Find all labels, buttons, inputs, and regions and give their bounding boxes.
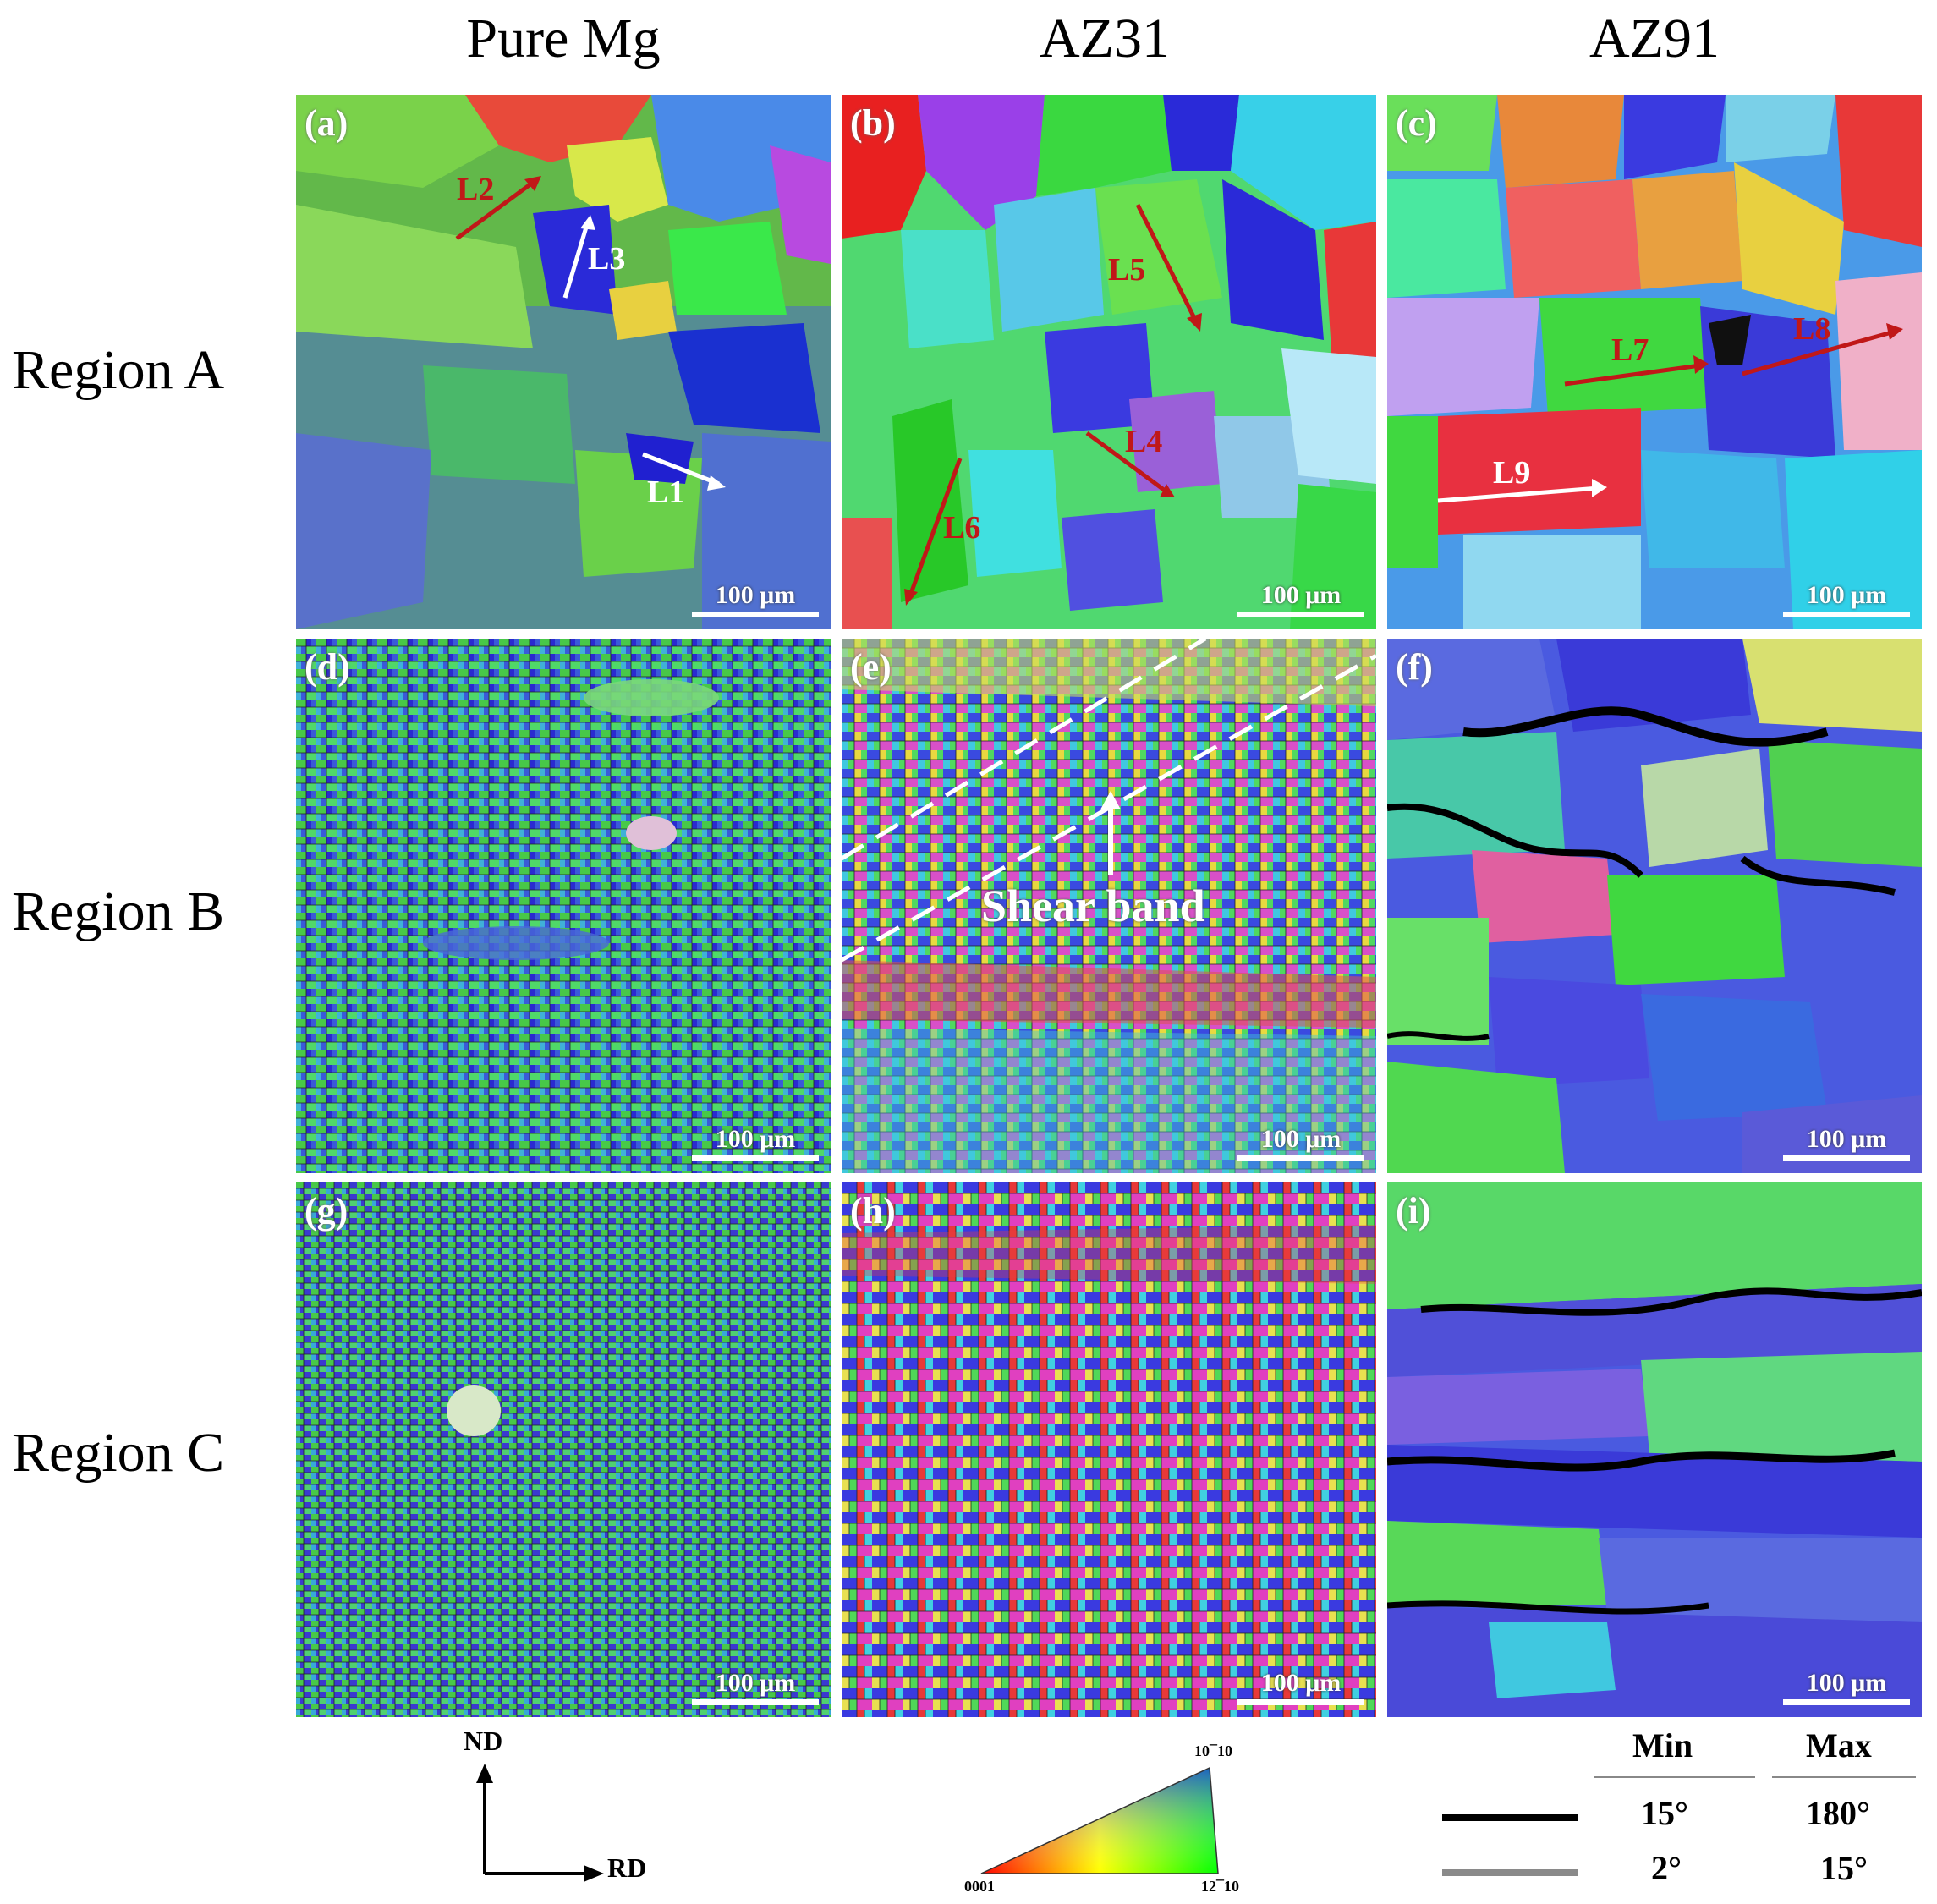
- line-label-l4: L4: [1125, 424, 1163, 459]
- ebsd-grain-map: [1387, 1182, 1922, 1717]
- scale-bar: 100 μm: [1237, 581, 1364, 617]
- scale-bar: 100 μm: [692, 1669, 819, 1705]
- ebsd-map-panel-h: (h) 100 μm: [842, 1182, 1376, 1717]
- line-label-l5: L5: [1108, 252, 1146, 288]
- ebsd-grain-map: [296, 1182, 831, 1717]
- column-title-az91: AZ91: [1589, 8, 1720, 69]
- line-label-l2: L2: [457, 172, 495, 207]
- high-angle-boundary-line: [1442, 1814, 1578, 1821]
- ebsd-grain-map: [1387, 95, 1922, 629]
- scale-bar: 100 μm: [1237, 1125, 1364, 1161]
- ipf-corner-10-10: 10¯10: [1194, 1742, 1232, 1759]
- panel-label: (a): [305, 102, 348, 144]
- sample-axes-legend: ND RD: [464, 1726, 683, 1895]
- scale-bar: 100 μm: [1783, 1125, 1910, 1161]
- scale-bar: 100 μm: [692, 581, 819, 617]
- line-label-l9: L9: [1493, 455, 1531, 491]
- ebsd-grain-map: [296, 95, 831, 629]
- ebsd-map-panel-a: (a) L2 L3 L1 100 μm: [296, 95, 831, 629]
- panel-label: (e): [850, 646, 892, 688]
- line-label-l8: L8: [1793, 311, 1831, 347]
- ipf-corner-0001: 0001: [964, 1878, 995, 1895]
- high-angle-max: 180°: [1806, 1794, 1870, 1832]
- ebsd-grain-map: [1387, 639, 1922, 1173]
- column-title-pure-mg: Pure Mg: [466, 8, 661, 69]
- panel-label: (d): [305, 646, 350, 688]
- line-label-l6: L6: [943, 510, 981, 546]
- panel-label: (f): [1396, 646, 1433, 688]
- panel-label: (i): [1396, 1190, 1431, 1232]
- ebsd-grain-map: [296, 639, 831, 1173]
- panel-label: (h): [850, 1190, 896, 1232]
- high-angle-min: 15°: [1641, 1794, 1688, 1832]
- scale-bar: 100 μm: [1783, 1669, 1910, 1705]
- ipf-color-key: 0001 12¯10 10¯10: [964, 1742, 1252, 1900]
- column-title-az31: AZ31: [1040, 8, 1170, 69]
- ebsd-map-panel-c: (c) L7 L8 L9 100 μm: [1387, 95, 1922, 629]
- boundary-legend: Min Max 15° 180° 2° 15°: [1429, 1726, 1920, 1895]
- ebsd-grain-map: [842, 639, 1376, 1173]
- ebsd-map-panel-f: (f) 100 μm: [1387, 639, 1922, 1173]
- row-title-region-b: Region B: [12, 881, 225, 942]
- ebsd-grain-map: [842, 1182, 1376, 1717]
- nd-axis-label: ND: [464, 1726, 503, 1756]
- low-angle-boundary-line: [1442, 1869, 1578, 1876]
- ebsd-map-panel-d: (d) 100 μm: [296, 639, 831, 1173]
- low-angle-min: 2°: [1651, 1849, 1682, 1887]
- panel-label: (g): [305, 1190, 348, 1232]
- panel-label: (b): [850, 102, 896, 144]
- ebsd-map-panel-e: (e) Shear band 100 μm: [842, 639, 1376, 1173]
- shear-band-label: Shear band: [981, 881, 1205, 931]
- line-label-l3: L3: [588, 241, 626, 277]
- ebsd-map-panel-i: (i) 100 μm: [1387, 1182, 1922, 1717]
- rd-axis-label: RD: [607, 1852, 647, 1883]
- panel-label: (c): [1396, 102, 1437, 144]
- arrows-overlay: [904, 203, 1202, 606]
- row-title-region-a: Region A: [12, 339, 225, 401]
- arrows-overlay: [1437, 323, 1903, 503]
- scale-bar: 100 μm: [692, 1125, 819, 1161]
- line-label-l7: L7: [1611, 332, 1649, 368]
- row-title-region-c: Region C: [12, 1422, 225, 1484]
- low-angle-max: 15°: [1820, 1849, 1868, 1887]
- line-label-l1: L1: [647, 475, 685, 510]
- arrows-overlay: [455, 176, 726, 491]
- legend-header-max: Max: [1806, 1726, 1872, 1764]
- ebsd-map-panel-g: (g) 100 μm: [296, 1182, 831, 1717]
- ipf-triangle: [980, 1766, 1219, 1874]
- ipf-corner-12-10: 12¯10: [1201, 1878, 1239, 1895]
- ebsd-map-panel-b: (b) L5 L4 L6 100 μm: [842, 95, 1376, 629]
- scale-bar: 100 μm: [1237, 1669, 1364, 1705]
- axes-arrows: [476, 1764, 604, 1882]
- scale-bar: 100 μm: [1783, 581, 1910, 617]
- legend-header-min: Min: [1632, 1726, 1693, 1764]
